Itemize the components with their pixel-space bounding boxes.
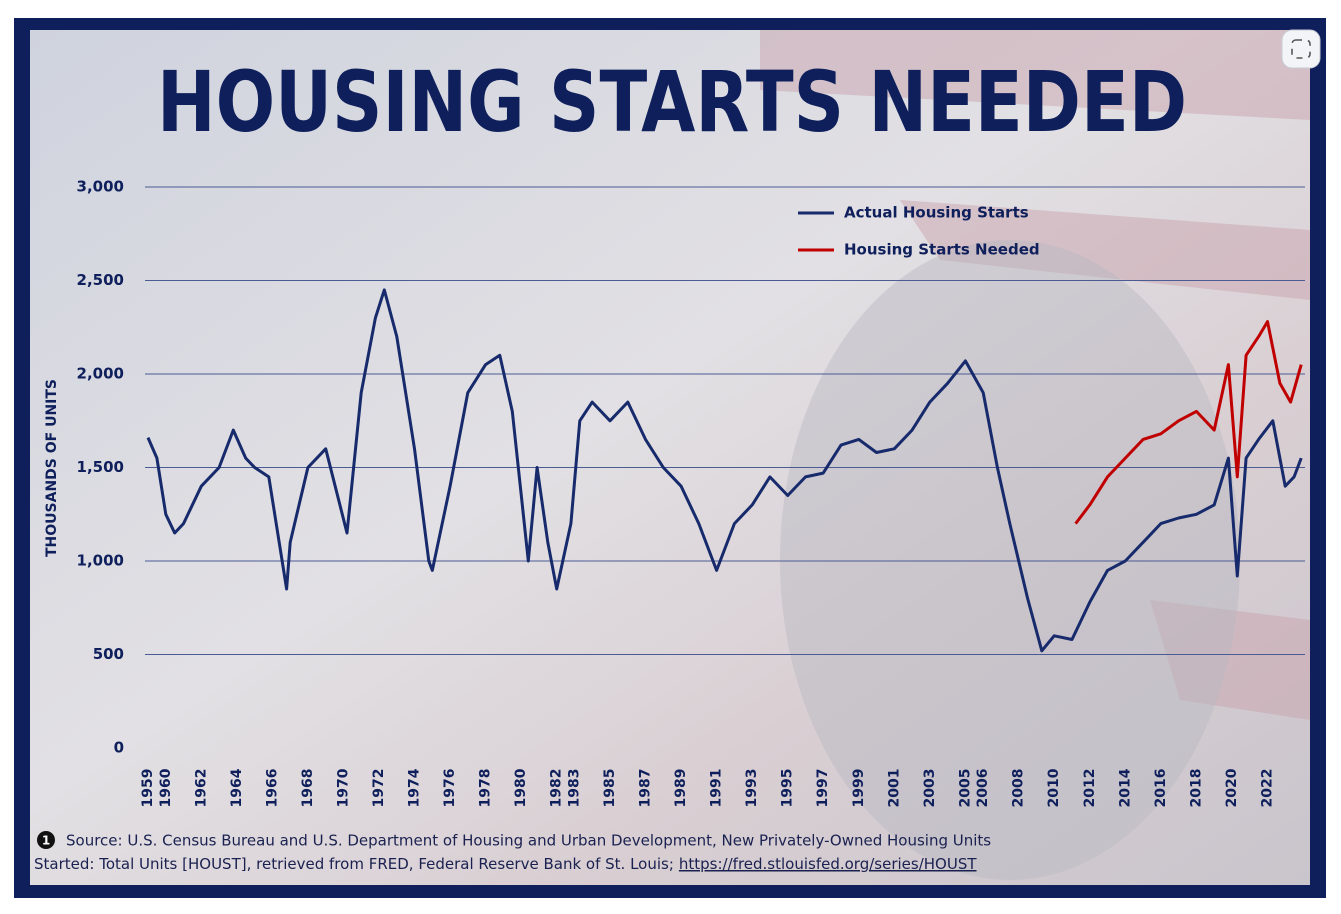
- legend-label: Housing Starts Needed: [844, 241, 1040, 259]
- x-tick-label: 2014: [1117, 768, 1133, 807]
- x-tick-label: 1982: [549, 769, 565, 808]
- x-tick-label: 2016: [1153, 769, 1169, 808]
- x-tick-label: 1970: [335, 768, 351, 807]
- source-line: Started: Total Units [HOUST], retrieved …: [34, 855, 977, 873]
- x-tick-label: 1960: [158, 768, 174, 807]
- lens-icon: [1291, 39, 1311, 59]
- x-tick-label: 1997: [815, 769, 831, 808]
- y-tick-label: 2,500: [77, 271, 124, 289]
- chart-title: HOUSING STARTS NEEDED: [157, 53, 1187, 151]
- background: [30, 30, 1310, 885]
- x-tick-label: 1993: [744, 769, 760, 808]
- x-tick-label: 1999: [851, 769, 867, 808]
- source-line: Source: U.S. Census Bureau and U.S. Depa…: [66, 832, 991, 850]
- flag-stripes: [760, 30, 1310, 720]
- x-tick-label: 1985: [602, 769, 618, 808]
- x-tick-label: 1972: [371, 769, 387, 808]
- legend-label: Actual Housing Starts: [844, 204, 1029, 222]
- x-tick-label: 1964: [229, 768, 245, 807]
- note-icon: [37, 831, 55, 849]
- note-number: 1: [42, 834, 50, 848]
- x-tick-label: 2022: [1259, 769, 1275, 808]
- y-tick-label: 500: [93, 645, 124, 663]
- x-tick-label: 2012: [1082, 769, 1098, 808]
- y-axis-label: THOUSANDS OF UNITS: [44, 379, 60, 557]
- x-tick-label: 1962: [193, 769, 209, 808]
- x-tick-label: 1978: [478, 769, 494, 808]
- x-tick-label: 1959: [140, 769, 156, 808]
- x-tick-label: 1991: [709, 769, 725, 808]
- line-series: [1074, 320, 1303, 525]
- x-tick-label: 1968: [300, 769, 316, 808]
- x-tick-label: 2010: [1046, 768, 1062, 807]
- x-tick-label: 2006: [975, 769, 991, 808]
- x-tick-label: 1987: [638, 769, 654, 808]
- x-tick-label: 2018: [1188, 769, 1204, 808]
- x-tick-label: 1980: [513, 768, 529, 807]
- y-tick-label: 0: [114, 739, 124, 757]
- x-tick-label: 1976: [442, 769, 458, 808]
- x-tick-label: 2001: [886, 769, 902, 808]
- x-tick-label: 2008: [1011, 769, 1027, 808]
- source-link[interactable]: https://fred.stlouisfed.org/series/HOUST: [679, 855, 977, 873]
- x-tick-label: 1974: [407, 768, 423, 807]
- y-tick-label: 2,000: [77, 365, 124, 383]
- y-tick-label: 1,000: [77, 552, 124, 570]
- y-tick-label: 3,000: [77, 178, 124, 196]
- x-tick-label: 1966: [264, 769, 280, 808]
- x-tick-label: 1989: [673, 769, 689, 808]
- x-tick-label: 2003: [922, 769, 938, 808]
- lens-button[interactable]: [1281, 29, 1321, 69]
- x-tick-label: 1995: [780, 769, 796, 808]
- x-tick-label: 2005: [957, 769, 973, 808]
- y-tick-label: 1,500: [77, 458, 124, 476]
- eagle-silhouette: [780, 240, 1240, 880]
- line-series: [146, 288, 1303, 653]
- x-tick-label: 1983: [566, 769, 582, 808]
- x-tick-label: 2020: [1224, 768, 1240, 807]
- source-text: Started: Total Units [HOUST], retrieved …: [34, 855, 674, 873]
